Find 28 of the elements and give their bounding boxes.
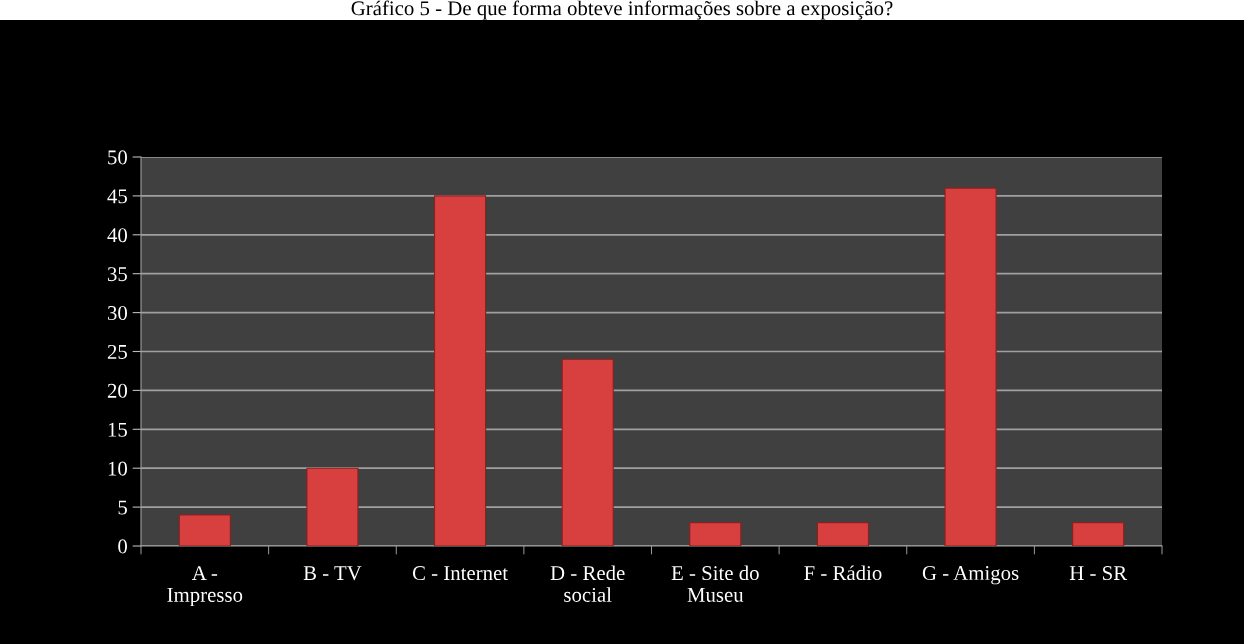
x-tick-label: E - Site do Museu xyxy=(671,565,759,602)
bar xyxy=(1072,522,1125,546)
y-tick-label: 0 xyxy=(118,539,128,554)
bar xyxy=(944,187,997,546)
y-tick-label: 35 xyxy=(107,267,127,282)
x-tick-label: C - Internet xyxy=(412,566,508,581)
bar xyxy=(433,195,487,546)
x-tick-label: F - Rádio xyxy=(804,565,882,581)
bar xyxy=(689,522,742,546)
y-tick-label: 45 xyxy=(107,189,127,204)
y-tick-label: 40 xyxy=(107,228,128,243)
y-tick-label: 20 xyxy=(107,383,128,398)
x-tick-label: G - Amigos xyxy=(922,566,1019,585)
bar xyxy=(178,514,231,546)
y-tick-label: 15 xyxy=(108,422,127,437)
bar xyxy=(306,467,359,546)
y-tick-label: 50 xyxy=(108,150,128,165)
bar xyxy=(816,522,870,546)
y-tick-label: 30 xyxy=(107,305,128,321)
y-tick-label: 25 xyxy=(107,344,127,359)
y-tick-label: 10 xyxy=(108,461,128,476)
x-tick-label: D - Rede social xyxy=(550,565,625,602)
x-tick-label: A - Impresso xyxy=(167,566,243,607)
x-tick-label: H - SR xyxy=(1069,566,1128,581)
chart-title: Gráfico 5 - De que forma obteve informações sobre a exposição? xyxy=(351,0,893,20)
y-tick-label: 5 xyxy=(118,500,127,515)
x-tick-label: B - TV xyxy=(303,566,362,581)
bar xyxy=(561,358,614,546)
